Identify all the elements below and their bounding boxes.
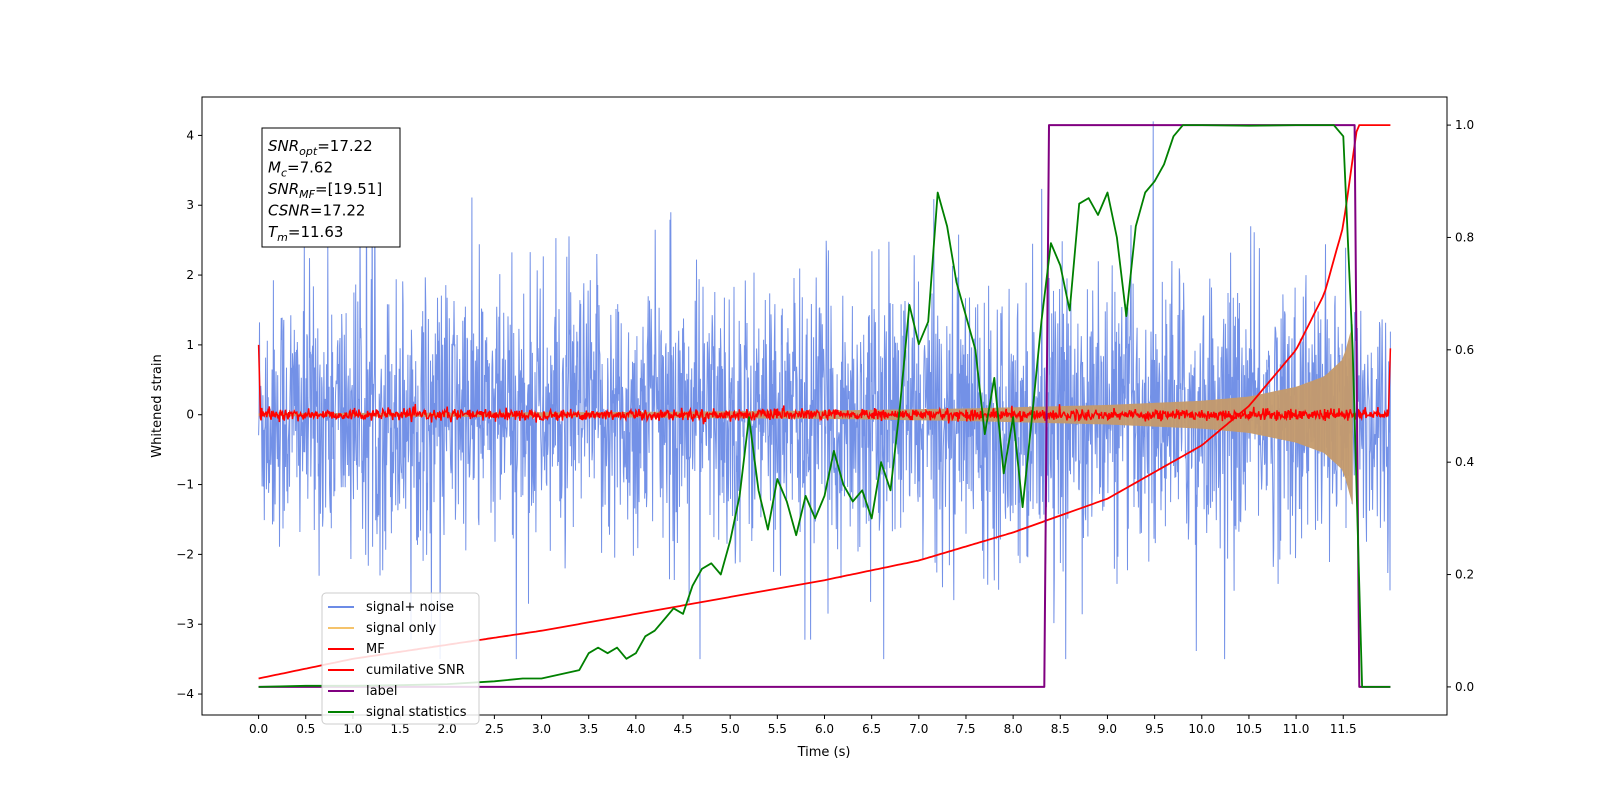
y2-tick-label: 0.6	[1455, 343, 1474, 357]
legend-label: signal statistics	[366, 705, 467, 720]
x-tick-label: 8.5	[1051, 722, 1070, 736]
y-tick-label: −1	[176, 478, 194, 492]
annotation-value: =7.62	[287, 159, 333, 177]
legend-label: MF	[366, 642, 385, 657]
annotation-subscript: opt	[299, 145, 318, 158]
y2-tick-label: 1.0	[1455, 118, 1474, 132]
annotation-symbol: SNR	[268, 137, 299, 155]
x-tick-label: 4.0	[626, 722, 645, 736]
y-tick-label: −4	[176, 687, 194, 701]
x-tick-label: 6.5	[862, 722, 881, 736]
mf-series	[257, 344, 1392, 425]
x-tick-label: 3.5	[579, 722, 598, 736]
x-tick-label: 11.5	[1330, 722, 1357, 736]
x-tick-label: 11.0	[1283, 722, 1310, 736]
x-axis: 0.0 0.5 1.0 1.5 2.0 2.5 3.0 3.5 4.0 4.5 5.0 5.5 6.0 6…	[249, 715, 1357, 736]
x-tick-label: 7.0	[909, 722, 928, 736]
legend-label: signal only	[366, 621, 436, 636]
y2-tick-label: 0.8	[1455, 230, 1474, 244]
x-tick-label: 8.0	[1004, 722, 1023, 736]
y-tick-label: 1	[186, 338, 194, 352]
y-axis-left: 4 3 2 1 0 −1 −2 −3 −4	[176, 128, 202, 701]
legend-label: label	[366, 684, 397, 699]
x-tick-label: 10.5	[1236, 722, 1263, 736]
legend-label: cumilative SNR	[366, 663, 465, 678]
mf-line	[257, 344, 1392, 425]
x-axis-label: Time (s)	[797, 745, 851, 760]
annotation-box: SNRopt=17.22Mc=7.62SNRMF=[19.51]CSNR=17.…	[261, 127, 401, 248]
x-tick-label: 5.5	[768, 722, 787, 736]
annotation-subscript: MF	[299, 188, 315, 201]
x-tick-label: 0.0	[249, 722, 268, 736]
x-tick-label: 2.5	[485, 722, 504, 736]
legend: signal+ noise signal only MF cumilative SNR…	[321, 592, 480, 725]
annotation-value: =11.63	[288, 223, 344, 241]
y-tick-label: −2	[176, 547, 194, 561]
x-tick-label: 0.5	[296, 722, 315, 736]
x-tick-label: 1.5	[391, 722, 410, 736]
annotation-subscript: c	[281, 167, 287, 180]
y-tick-label: 4	[186, 128, 194, 142]
y2-tick-label: 0.4	[1455, 455, 1474, 469]
x-tick-label: 1.0	[343, 722, 362, 736]
signal-noise-series	[258, 121, 1391, 660]
annotation-value: =[19.51]	[315, 180, 382, 198]
x-tick-label: 7.5	[956, 722, 975, 736]
annotation-line: SNRMF=[19.51]	[268, 180, 382, 201]
x-tick-label: 4.5	[673, 722, 692, 736]
annotation-symbol: CSNR	[268, 202, 310, 220]
annotation-symbol: T	[268, 223, 279, 241]
annotation-line: Tm=11.63	[268, 223, 343, 244]
x-tick-label: 9.0	[1098, 722, 1117, 736]
annotation-line: CSNR=17.22	[268, 202, 365, 220]
x-tick-label: 9.5	[1145, 722, 1164, 736]
y2-tick-label: 0.0	[1455, 680, 1474, 694]
x-tick-label: 2.0	[438, 722, 457, 736]
y-tick-label: 2	[186, 268, 194, 282]
y-axis-right: 1.0 0.8 0.6 0.4 0.2 0.0	[1447, 118, 1474, 694]
annotation-value: =17.22	[317, 137, 373, 155]
annotation-line: Mc=7.62	[268, 159, 333, 180]
annotation-frame	[261, 127, 401, 248]
signal-noise-line	[258, 121, 1391, 660]
y2-tick-label: 0.2	[1455, 568, 1474, 582]
annotation-line: SNRopt=17.22	[268, 137, 373, 158]
y-tick-label: 3	[186, 198, 194, 212]
y-tick-label: 0	[186, 408, 194, 422]
annotation-symbol: M	[268, 159, 281, 177]
y-tick-label: −3	[176, 617, 194, 631]
x-tick-label: 10.0	[1188, 722, 1215, 736]
annotation-symbol: SNR	[268, 180, 299, 198]
legend-label: signal+ noise	[366, 600, 454, 615]
x-tick-label: 6.0	[815, 722, 834, 736]
annotation-value: =17.22	[310, 202, 366, 220]
legend-frame	[321, 592, 480, 725]
x-tick-label: 3.0	[532, 722, 551, 736]
annotation-subscript: m	[277, 231, 288, 244]
signal-statistics-line	[258, 124, 1391, 688]
x-tick-label: 5.0	[721, 722, 740, 736]
y-axis-label: Whitened strain	[150, 354, 165, 457]
